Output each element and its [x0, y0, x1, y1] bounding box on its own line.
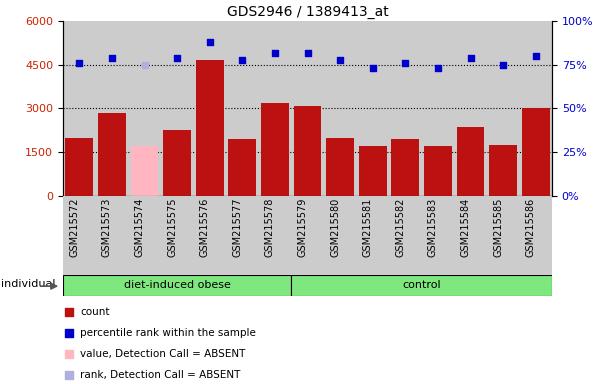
Text: GSM215584: GSM215584 [461, 197, 470, 257]
Bar [63, 196, 95, 275]
Bar [520, 196, 552, 275]
Bar [95, 21, 128, 196]
Text: GSM215572: GSM215572 [70, 197, 79, 257]
Bar [356, 196, 389, 275]
Text: GSM215573: GSM215573 [102, 197, 112, 257]
Bar [291, 21, 324, 196]
Text: GSM215574: GSM215574 [134, 197, 145, 257]
Text: rank, Detection Call = ABSENT: rank, Detection Call = ABSENT [80, 370, 241, 380]
Bar [422, 21, 454, 196]
Point [368, 65, 377, 71]
Bar [489, 145, 517, 196]
Text: control: control [402, 280, 441, 290]
Point [205, 39, 215, 45]
Point [238, 56, 247, 63]
Title: GDS2946 / 1389413_at: GDS2946 / 1389413_at [227, 5, 388, 19]
Text: individual: individual [1, 279, 56, 289]
Text: GSM215579: GSM215579 [298, 197, 308, 257]
Point [140, 62, 149, 68]
Bar [128, 21, 161, 196]
Bar [98, 113, 126, 196]
Bar [324, 21, 356, 196]
Bar [389, 196, 422, 275]
Bar [356, 21, 389, 196]
Bar [454, 21, 487, 196]
Bar [193, 196, 226, 275]
Bar [522, 109, 550, 196]
Bar [161, 21, 193, 196]
Point [433, 65, 443, 71]
Text: GSM215580: GSM215580 [330, 197, 340, 257]
Point [466, 55, 475, 61]
Text: GSM215582: GSM215582 [395, 197, 406, 257]
Bar [128, 196, 161, 275]
Bar [424, 146, 452, 196]
Bar [293, 106, 322, 196]
Bar [229, 139, 256, 196]
Bar [422, 196, 454, 275]
Bar [261, 103, 289, 196]
Bar [131, 146, 158, 196]
Text: value, Detection Call = ABSENT: value, Detection Call = ABSENT [80, 349, 245, 359]
Text: percentile rank within the sample: percentile rank within the sample [80, 328, 256, 338]
Point [335, 56, 345, 63]
Bar [259, 196, 291, 275]
Bar [65, 137, 93, 196]
Point [499, 62, 508, 68]
Bar [196, 60, 224, 196]
Bar [326, 137, 354, 196]
Bar [291, 196, 324, 275]
Bar [324, 196, 356, 275]
Point [107, 55, 117, 61]
Text: GSM215577: GSM215577 [232, 197, 242, 257]
Text: count: count [80, 306, 110, 316]
Bar [291, 275, 552, 296]
Bar [359, 146, 386, 196]
Text: GSM215578: GSM215578 [265, 197, 275, 257]
Text: GSM215583: GSM215583 [428, 197, 438, 257]
Bar [391, 139, 419, 196]
Text: GSM215575: GSM215575 [167, 197, 177, 257]
Point [64, 351, 74, 357]
Bar [457, 127, 484, 196]
Bar [389, 21, 422, 196]
Bar [95, 196, 128, 275]
Bar [454, 196, 487, 275]
Text: GSM215586: GSM215586 [526, 197, 536, 257]
Point [64, 330, 74, 336]
Point [64, 372, 74, 378]
Point [303, 50, 313, 56]
Point [401, 60, 410, 66]
Text: GSM215581: GSM215581 [363, 197, 373, 257]
Point [64, 308, 74, 314]
Bar [487, 21, 520, 196]
Bar [163, 130, 191, 196]
Bar [193, 21, 226, 196]
Text: diet-induced obese: diet-induced obese [124, 280, 230, 290]
Bar [259, 21, 291, 196]
Bar [520, 21, 552, 196]
Point [74, 60, 84, 66]
Bar [487, 196, 520, 275]
Text: GSM215585: GSM215585 [493, 197, 503, 257]
Bar [161, 196, 193, 275]
Bar [63, 275, 291, 296]
Point [531, 53, 541, 59]
Point [172, 55, 182, 61]
Bar [63, 21, 95, 196]
Bar [226, 196, 259, 275]
Bar [226, 21, 259, 196]
Point [270, 50, 280, 56]
Text: GSM215576: GSM215576 [200, 197, 210, 257]
